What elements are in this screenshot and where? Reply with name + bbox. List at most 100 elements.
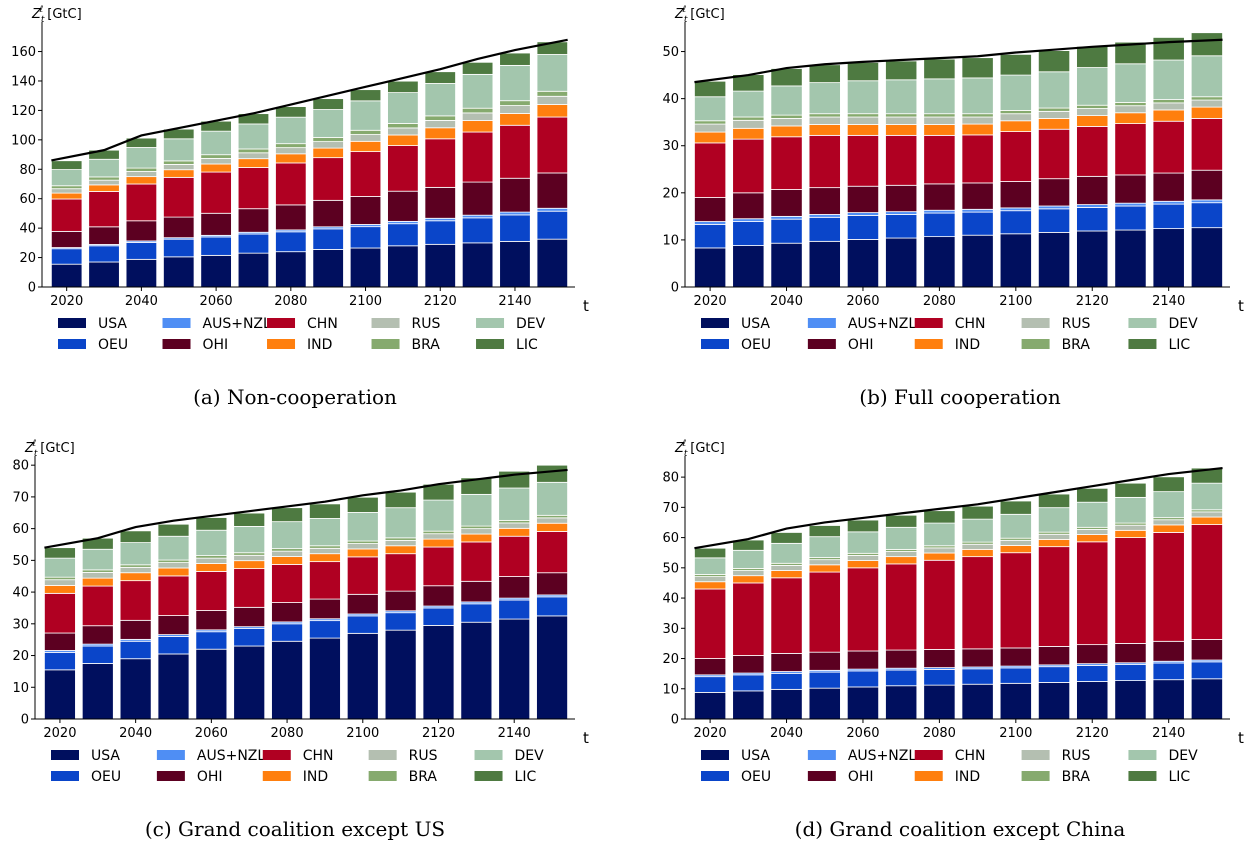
- x-tick-label: 2100: [999, 294, 1032, 309]
- bar-RUS-2100: [346, 543, 379, 550]
- bar-OHI-2080: [923, 183, 956, 211]
- bar-USA-2060: [200, 254, 232, 288]
- y-tick-label: 120: [11, 104, 36, 119]
- bar-CHN-2070: [237, 167, 270, 210]
- legend-swatch-CHN: [914, 318, 943, 328]
- bar-OHI-2090: [309, 598, 341, 620]
- y-tick-label: 40: [19, 222, 36, 237]
- bar-CHN-2150: [536, 531, 568, 574]
- legend-label-DEV: DEV: [1168, 316, 1198, 332]
- legend-swatch-DEV: [1128, 318, 1157, 328]
- bar-OEU-2020: [694, 223, 727, 249]
- bar-IND-2150: [536, 522, 568, 532]
- bar-OHI-2080: [271, 602, 303, 623]
- bar-AUS+NZL-2130: [1114, 202, 1147, 207]
- bar-CHN-2030: [88, 191, 120, 228]
- bar-OHI-2070: [237, 208, 270, 233]
- bar-OEU-2150: [1190, 661, 1223, 680]
- bar-LIC-2060: [195, 517, 228, 531]
- bar-DEV-2070: [233, 526, 266, 554]
- bar-USA-2070: [233, 645, 266, 720]
- bar-OEU-2080: [271, 623, 303, 642]
- bar-OHI-2050: [163, 216, 195, 239]
- y-tick-label: 0: [671, 281, 679, 296]
- bar-USA-2100: [346, 632, 379, 720]
- bar-CHN-2040: [770, 577, 803, 654]
- bar-OEU-2040: [119, 640, 152, 660]
- legend-swatch-DEV: [474, 750, 503, 760]
- bar-OHI-2150: [536, 172, 569, 209]
- legend-swatch-AUS+NZL: [156, 750, 185, 760]
- bar-OHI-2040: [125, 220, 158, 242]
- bar-RUS-2110: [384, 539, 417, 547]
- bar-IND-2110: [1037, 539, 1071, 548]
- bar-USA-2070: [237, 252, 270, 288]
- bar-OEU-2120: [1076, 207, 1109, 232]
- legend: USA OEU AUS+NZL OHI CHN IND RUS BRA DEV LIC: [58, 316, 546, 353]
- x-tick-label: 2060: [846, 294, 879, 309]
- bar-OEU-2110: [1037, 666, 1071, 683]
- bar-OEU-2060: [846, 670, 880, 688]
- bar-LIC-2060: [846, 519, 880, 533]
- bar-OEU-2040: [770, 218, 803, 244]
- bar-AUS+NZL-2150: [1190, 199, 1223, 204]
- bar-OHI-2070: [885, 649, 918, 669]
- bar-USA-2030: [81, 663, 114, 720]
- legend-label-IND: IND: [955, 337, 980, 353]
- bar-CHN-2090: [312, 157, 344, 201]
- bar-CHN-2050: [163, 176, 195, 218]
- bar-DEV-2050: [808, 536, 841, 558]
- bar-CHN-2050: [808, 134, 841, 189]
- legend-label-LIC: LIC: [1168, 769, 1190, 785]
- bar-CHN-2140: [1152, 120, 1185, 174]
- bar-LIC-2140: [499, 52, 531, 66]
- legend-label-USA: USA: [98, 316, 127, 332]
- y-tick-label: 60: [19, 192, 36, 207]
- bar-IND-2140: [499, 113, 531, 126]
- bar-CHN-2030: [81, 585, 114, 627]
- y-tick-label: 50: [12, 554, 29, 569]
- bar-RUS-2150: [1190, 511, 1223, 518]
- bar-DEV-2090: [312, 109, 344, 138]
- x-tick-label: 2140: [1152, 294, 1185, 309]
- bar-CHN-2080: [271, 564, 303, 603]
- legend-label-OEU: OEU: [91, 769, 121, 785]
- bar-OEU-2060: [195, 631, 228, 650]
- bar-OHI-2100: [999, 181, 1032, 209]
- bar-IND-2030: [732, 575, 765, 584]
- bar-OEU-2090: [961, 668, 994, 685]
- bar-AUS+NZL-2100: [999, 207, 1032, 212]
- bar-CHN-2110: [384, 553, 417, 592]
- bar-OEU-2120: [422, 607, 455, 626]
- bar-OEU-2050: [808, 216, 841, 242]
- panel-3: 0 10 20 30 40 50 60 70 80 2020 2040 2060 2080 2100 212…: [662, 439, 1244, 841]
- bar-LIC-2110: [387, 80, 419, 94]
- x-tick-label: 2060: [200, 294, 233, 309]
- legend-swatch-RUS: [1021, 318, 1050, 328]
- bar-IND-2100: [349, 140, 382, 153]
- legend-swatch-OEU: [51, 771, 79, 781]
- legend-swatch-OEU: [58, 339, 86, 349]
- panel-caption: (d) Grand coalition except China: [795, 817, 1126, 841]
- bar-RUS-2120: [1076, 529, 1109, 535]
- bar-OHI-2140: [1152, 172, 1185, 202]
- bar-CHN-2040: [125, 183, 158, 222]
- legend-label-USA: USA: [741, 748, 770, 764]
- bar-DEV-2110: [384, 507, 417, 539]
- bar-OHI-2030: [81, 625, 114, 645]
- bar-DEV-2110: [387, 92, 419, 124]
- bar-OHI-2130: [461, 181, 494, 216]
- bar-RUS-2050: [157, 562, 190, 569]
- bar-OEU-2040: [125, 242, 158, 260]
- bar-RUS-2050: [808, 116, 841, 125]
- bar-LIC-2120: [1076, 487, 1109, 503]
- bar-CHN-2150: [1190, 524, 1223, 640]
- bar-RUS-2050: [163, 164, 195, 171]
- x-tick-label: 2080: [274, 294, 307, 309]
- bar-USA-2140: [499, 240, 531, 288]
- legend-label-BRA: BRA: [412, 337, 441, 353]
- bar-CHN-2090: [961, 556, 994, 650]
- bar-OHI-2050: [808, 187, 841, 215]
- bar-LIC-2040: [119, 530, 152, 543]
- bar-AUS+NZL-2050: [808, 214, 841, 218]
